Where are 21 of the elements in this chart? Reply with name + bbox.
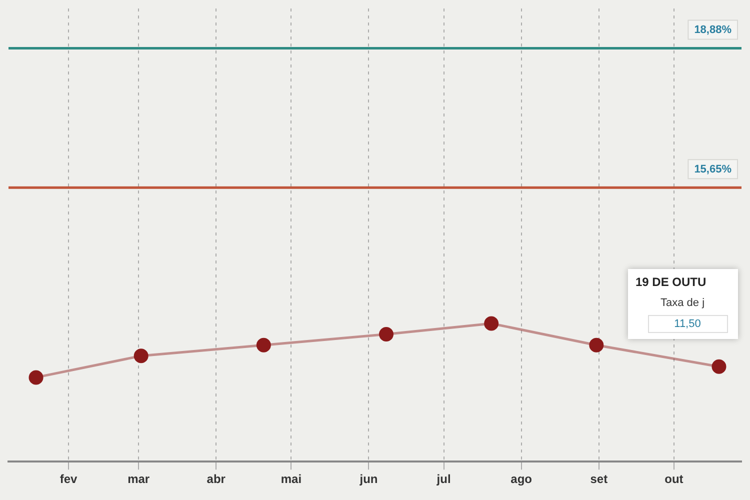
point [379,327,394,342]
x-tick-label: mar [128,472,150,486]
point [484,316,499,331]
x-tick-label: set [590,472,608,486]
x-tick-label: jul [436,472,451,486]
tooltip-card: 19 DE OUTU Taxa de j 11,50 [628,268,738,339]
x-tick-label: abr [206,472,226,486]
annotation: 19 DE OUTU [634,274,708,291]
point [712,359,726,374]
annotation: Taxa de j [659,296,706,309]
point [134,348,148,364]
point [589,338,604,352]
ref-line-label: 15,65% [694,164,732,176]
point [256,338,271,352]
x-tick-label: jun [358,472,378,486]
x-tick-label: out [664,472,684,486]
x-tick-label: ago [510,472,532,486]
annotation: 11,50 [648,314,728,333]
x-tick-label: mai [280,472,302,486]
x-tick-label: fev [60,472,78,486]
ref-line-label: 18,88% [694,24,732,36]
